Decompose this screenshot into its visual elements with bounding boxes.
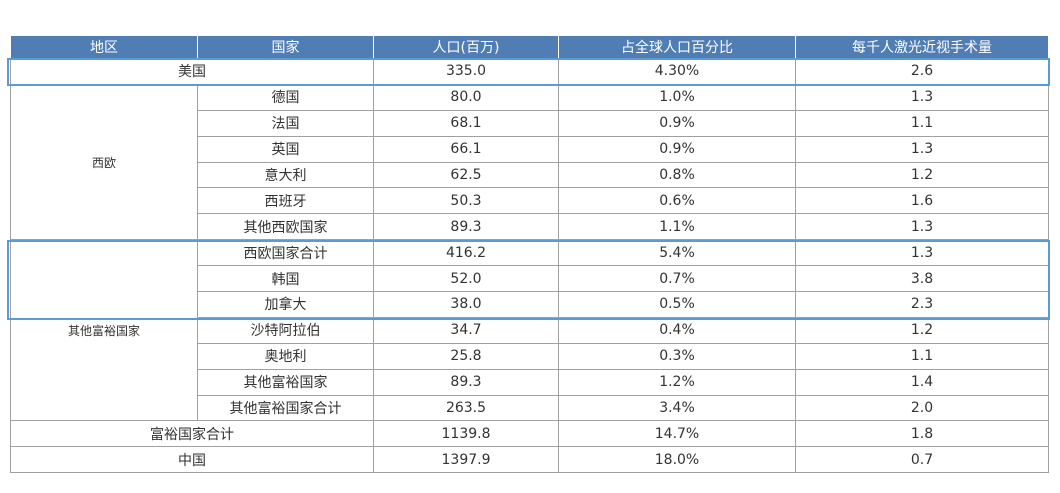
- table-cell: 1.3: [795, 135, 1049, 163]
- table-cell: 25.8: [373, 342, 559, 370]
- table-cell: 1.3: [795, 83, 1049, 111]
- table-cell: 0.9%: [558, 135, 796, 163]
- table-cell: 34.7: [373, 316, 559, 344]
- table-cell: 奥地利: [197, 342, 374, 370]
- table-cell: 1.1%: [558, 213, 796, 241]
- table-cell: 其他富裕国家: [197, 368, 374, 396]
- table-cell: 2.6: [795, 58, 1049, 85]
- table-row: 其他西欧国家 89.3 1.1% 1.3: [11, 213, 1049, 241]
- table-cell: 法国: [197, 109, 374, 137]
- table-cell: 1.4: [795, 368, 1049, 396]
- table-cell: 加拿大: [197, 291, 374, 318]
- table-cell: 416.2: [373, 239, 559, 267]
- table-cell: 西欧国家合计: [197, 239, 374, 267]
- table-cell: 52.0: [373, 265, 559, 293]
- table-cell: 263.5: [373, 394, 559, 422]
- table-cell: 其他富裕国家合计: [197, 394, 374, 422]
- table-cell: 其他西欧国家: [197, 213, 374, 241]
- table-row: 西欧 德国 80.0 1.0% 1.3: [10, 83, 1049, 241]
- table-cell: 0.3%: [558, 342, 796, 370]
- table-cell: 3.4%: [558, 394, 796, 422]
- table-cell: 1.3: [795, 239, 1049, 267]
- table-row: 法国 68.1 0.9% 1.1: [11, 109, 1049, 137]
- table-cell: 89.3: [373, 213, 559, 241]
- table-cell: 1.3: [795, 213, 1049, 241]
- table-cell: 0.5%: [558, 291, 796, 318]
- table-row: 中国 1397.9 18.0% 0.7: [10, 446, 1049, 474]
- header-cell: 人口(百万): [373, 36, 559, 59]
- table-cell: 89.3: [373, 368, 559, 396]
- table-cell: 富裕国家合计: [10, 420, 374, 448]
- table-cell: 0.6%: [558, 187, 796, 215]
- header-cell: 地区: [10, 36, 198, 59]
- table-cell: 50.3: [373, 187, 559, 215]
- table-cell: 335.0: [373, 58, 559, 85]
- table-cell: 0.8%: [558, 161, 796, 189]
- table-cell: 1.6: [795, 187, 1049, 215]
- table-cell: 意大利: [197, 161, 374, 189]
- header-row: 地区 国家 人口(百万) 占全球人口百分比 每千人激光近视手术量: [10, 36, 1049, 59]
- table-cell: 1.1: [795, 342, 1049, 370]
- table-cell: 1.8: [795, 420, 1049, 448]
- table-cell: 2.3: [795, 291, 1049, 318]
- table-cell: 80.0: [373, 83, 559, 111]
- table-cell: 1.2%: [558, 368, 796, 396]
- table-row: 其他富裕国家 西欧国家合计 416.2 5.4% 1.3: [10, 239, 1049, 422]
- table-cell: 1.2: [795, 161, 1049, 189]
- table-cell: 38.0: [373, 291, 559, 318]
- header-cell: 国家: [197, 36, 374, 59]
- table-row: 韩国 52.0 0.7% 3.8: [11, 265, 1049, 293]
- header-cell: 每千人激光近视手术量: [795, 36, 1049, 59]
- table-cell: 英国: [197, 135, 374, 163]
- table-row: 美国 335.0 4.30% 2.6: [10, 58, 1049, 85]
- table-row: 英国 66.1 0.9% 1.3: [11, 135, 1049, 163]
- table-cell: 西欧: [10, 83, 198, 241]
- table-cell: 其他富裕国家: [10, 239, 198, 422]
- table-row: 意大利 62.5 0.8% 1.2: [11, 161, 1049, 189]
- table-cell: 西班牙: [197, 187, 374, 215]
- table-row: 西班牙 50.3 0.6% 1.6: [11, 187, 1049, 215]
- header-cell: 占全球人口百分比: [558, 36, 796, 59]
- table-cell: 美国: [10, 58, 374, 85]
- table-cell: 韩国: [197, 265, 374, 293]
- table-cell: 18.0%: [558, 446, 796, 474]
- table-cell: 3.8: [795, 265, 1049, 293]
- table-cell: 0.7%: [558, 265, 796, 293]
- table-row: 其他富裕国家合计 263.5 3.4% 2.0: [11, 394, 1049, 422]
- table-cell: 2.0: [795, 394, 1049, 422]
- table-cell: 0.7: [795, 446, 1049, 474]
- table-cell: 1.2: [795, 316, 1049, 344]
- table-cell: 中国: [10, 446, 374, 474]
- table-cell: 沙特阿拉伯: [197, 316, 374, 344]
- data-table: 地区 国家 人口(百万) 占全球人口百分比 每千人激光近视手术量 美国 335.0 4.30…: [10, 36, 1049, 474]
- table-cell: 1.1: [795, 109, 1049, 137]
- table-cell: 0.4%: [558, 316, 796, 344]
- table-row: 沙特阿拉伯 34.7 0.4% 1.2: [11, 316, 1049, 344]
- table-cell: 68.1: [373, 109, 559, 137]
- table-cell: 5.4%: [558, 239, 796, 267]
- table-cell: 1397.9: [373, 446, 559, 474]
- table-row: 富裕国家合计 1139.8 14.7% 1.8: [10, 420, 1049, 448]
- table-cell: 德国: [197, 83, 374, 111]
- table-cell: 1139.8: [373, 420, 559, 448]
- table-cell: 66.1: [373, 135, 559, 163]
- table-cell: 1.0%: [558, 83, 796, 111]
- table-cell: 0.9%: [558, 109, 796, 137]
- table-row: 加拿大 38.0 0.5% 2.3: [11, 291, 1049, 318]
- table-cell: 62.5: [373, 161, 559, 189]
- table-cell: 4.30%: [558, 58, 796, 85]
- table-cell: 14.7%: [558, 420, 796, 448]
